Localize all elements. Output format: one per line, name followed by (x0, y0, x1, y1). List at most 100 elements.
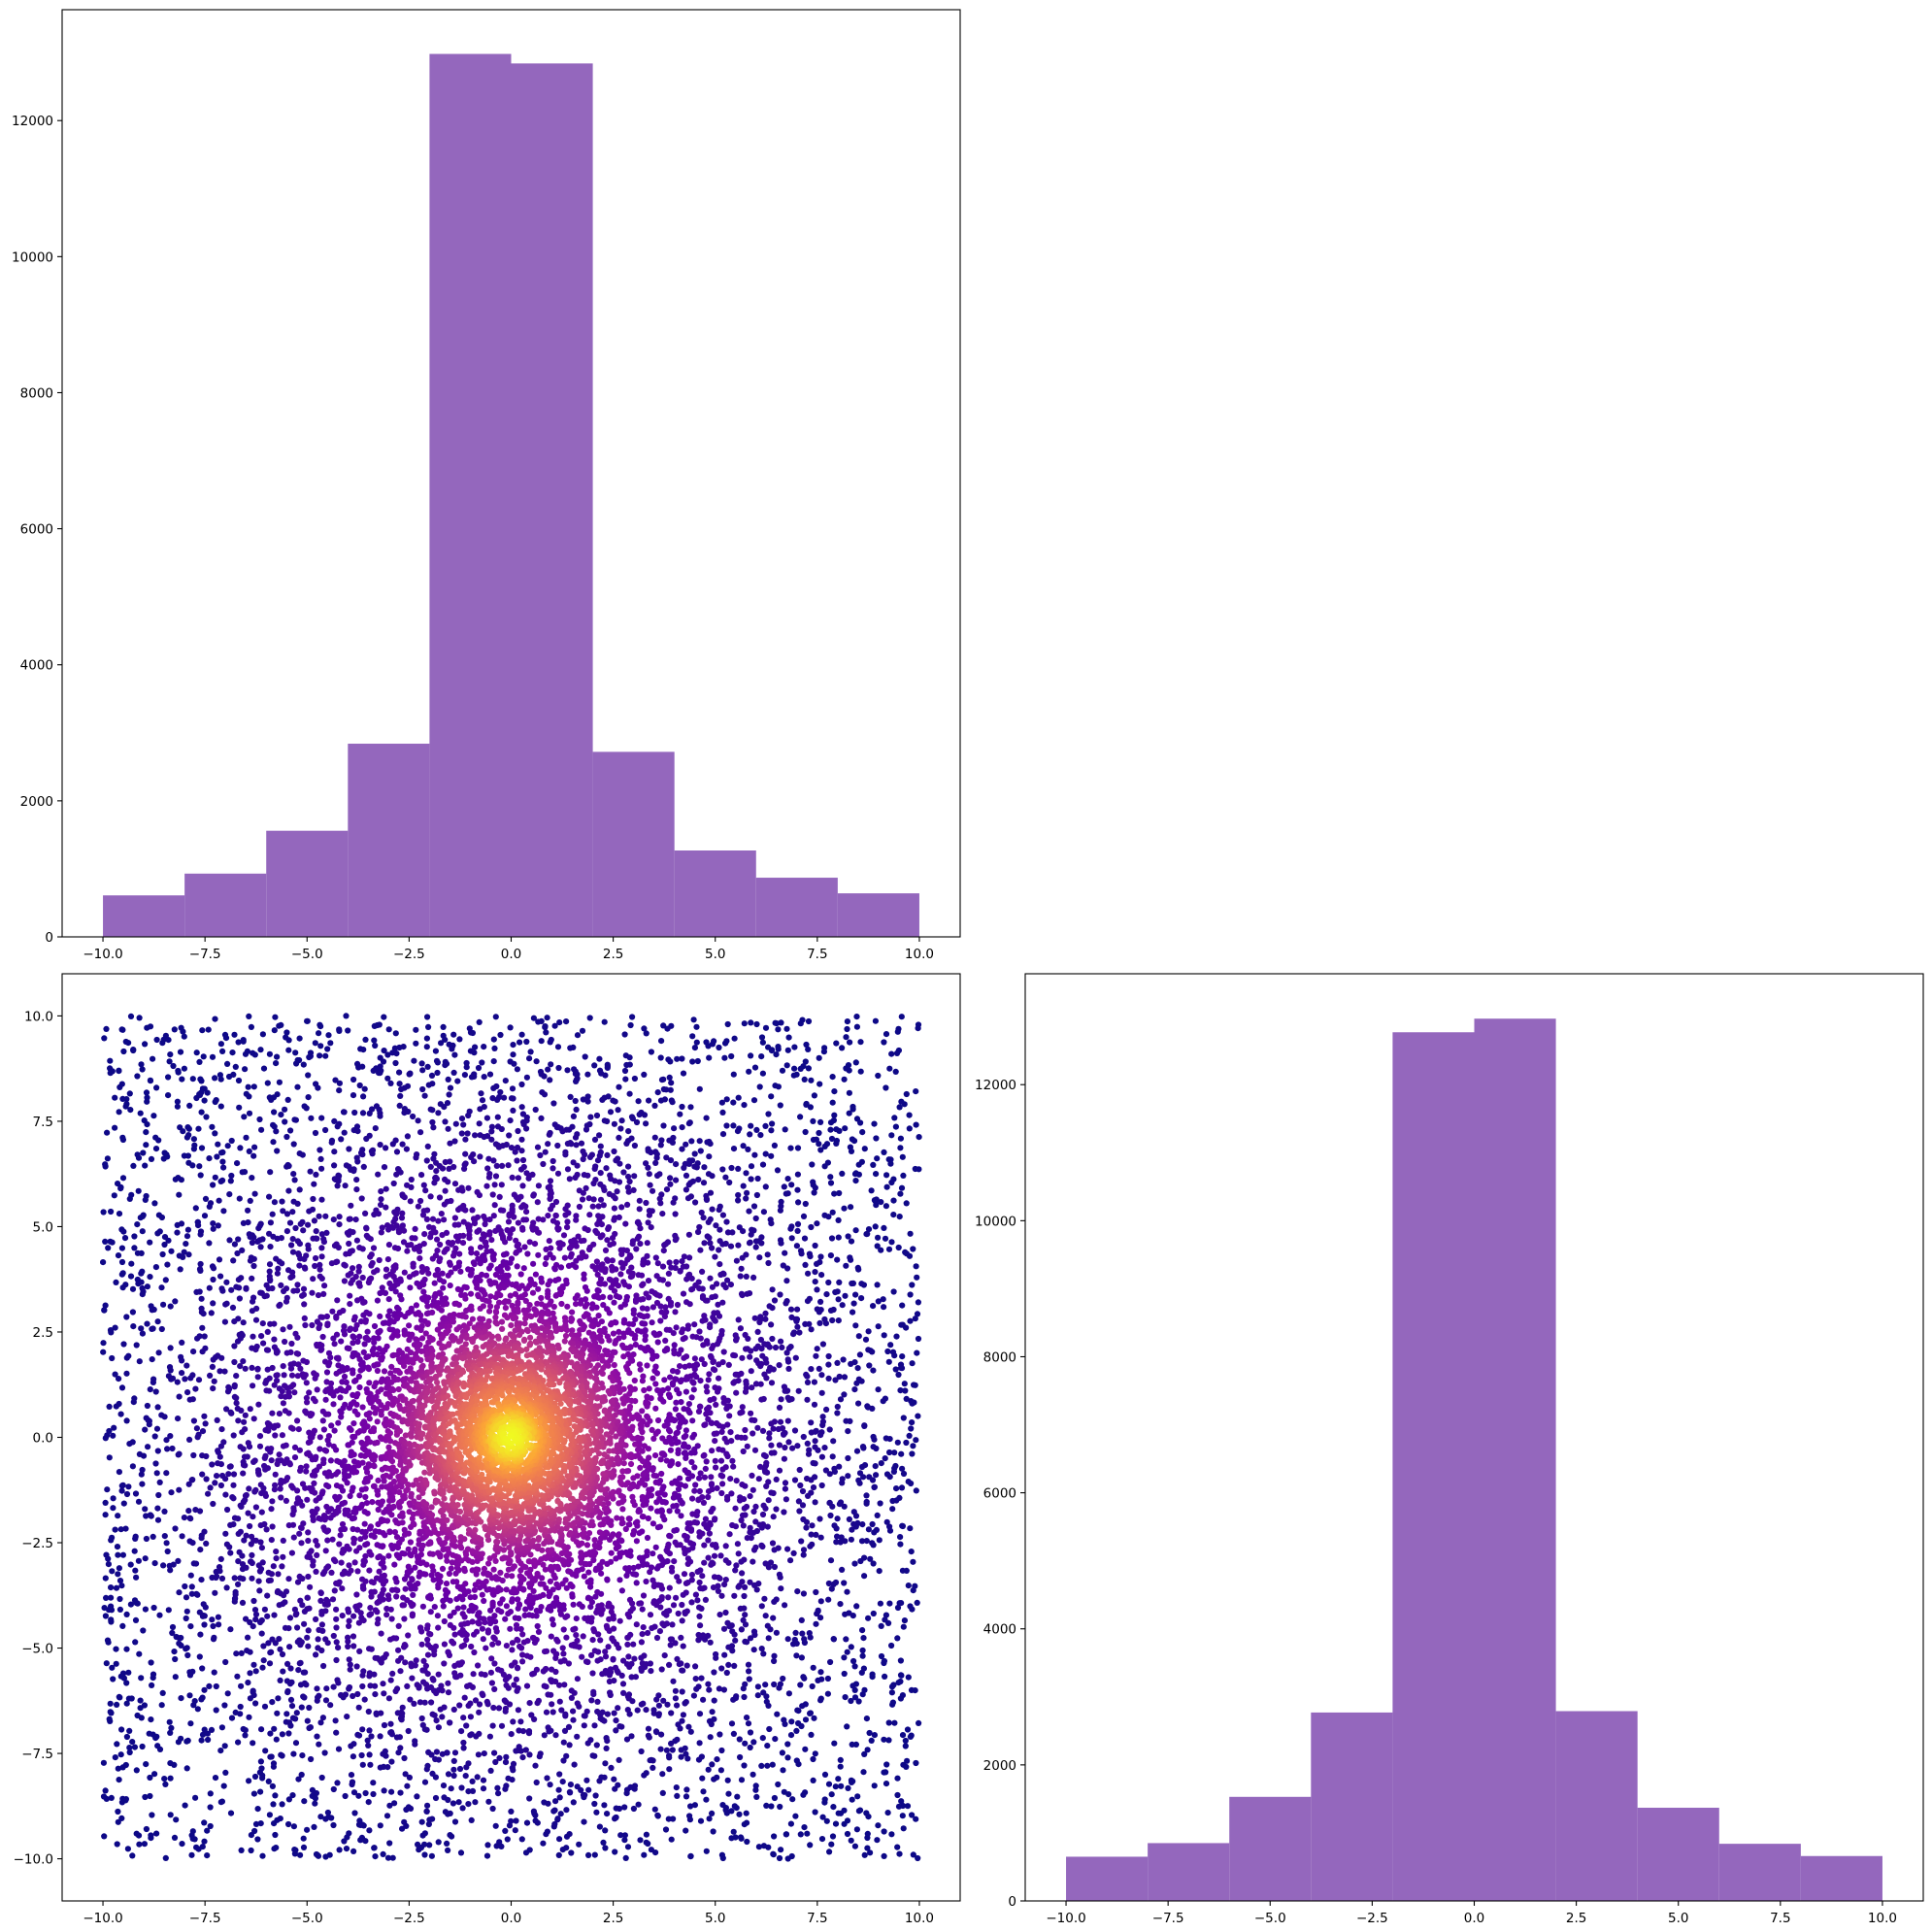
scatter-point (712, 1253, 718, 1260)
scatter-point (322, 1608, 329, 1615)
scatter-point (738, 1516, 745, 1524)
scatter-point (355, 1792, 362, 1799)
scatter-point (555, 1786, 562, 1793)
scatter-point (416, 1699, 423, 1706)
scatter-point (755, 1476, 762, 1482)
scatter-point (251, 1144, 258, 1150)
scatter-point (108, 1329, 115, 1336)
scatter-point (318, 1245, 325, 1251)
scatter-point (637, 1837, 644, 1844)
scatter-point (217, 1453, 223, 1460)
scatter-point (747, 1524, 753, 1531)
scatter-point (503, 1753, 510, 1760)
scatter-point (897, 1387, 904, 1394)
scatter-point (869, 1671, 876, 1678)
scatter-point (743, 1273, 749, 1280)
scatter-point (468, 1816, 475, 1823)
scatter-point (129, 1852, 136, 1859)
scatter-point (354, 1158, 361, 1165)
scatter-point (275, 1571, 282, 1578)
scatter-point (171, 1761, 178, 1768)
scatter-point (104, 1129, 111, 1136)
scatter-point (699, 1317, 706, 1324)
scatter-point (572, 1174, 579, 1182)
scatter-point (733, 1257, 741, 1264)
scatter-point (848, 1256, 854, 1263)
scatter-point (770, 1425, 777, 1432)
scatter-point (881, 1332, 887, 1339)
scatter-point (842, 1611, 849, 1617)
scatter-point (780, 1767, 786, 1774)
scatter-point (732, 1505, 739, 1512)
scatter-point (313, 1254, 319, 1262)
scatter-point (554, 1142, 561, 1149)
scatter-point (802, 1746, 809, 1752)
scatter-point (512, 1149, 518, 1155)
scatter-point (506, 1132, 513, 1139)
scatter-point (189, 1076, 196, 1083)
scatter-point (915, 1335, 922, 1343)
scatter-point (607, 1666, 615, 1673)
scatter-point (743, 1346, 749, 1352)
scatter-point (445, 1649, 451, 1655)
scatter-point (103, 1660, 110, 1667)
scatter-point (673, 1177, 680, 1183)
scatter-point (179, 1533, 185, 1540)
scatter-point (735, 1094, 742, 1101)
scatter-point (223, 1584, 230, 1591)
scatter-point (756, 1521, 763, 1528)
scatter-point (679, 1617, 685, 1624)
scatter-point (759, 1352, 766, 1359)
scatter-point (163, 1437, 170, 1444)
scatter-point (766, 1430, 773, 1437)
scatter-point (612, 1195, 618, 1202)
scatter-point (762, 1122, 769, 1129)
scatter-point (763, 1802, 770, 1809)
scatter-point (678, 1747, 684, 1753)
scatter-point (800, 1551, 807, 1558)
scatter-point (900, 1172, 907, 1179)
scatter-point (260, 1340, 267, 1347)
scatter-point (855, 1698, 862, 1705)
y-tick-label: 0 (45, 930, 53, 946)
scatter-point (375, 1211, 382, 1217)
scatter-point (881, 1736, 887, 1743)
scatter-point (665, 1270, 673, 1277)
scatter-point (716, 1731, 723, 1738)
scatter-point (148, 1716, 154, 1723)
scatter-point (792, 1354, 799, 1361)
scatter-point (367, 1605, 374, 1612)
scatter-point (313, 1228, 319, 1235)
scatter-point (709, 1294, 716, 1301)
scatter-point (701, 1360, 708, 1368)
scatter-point (658, 1731, 665, 1738)
scatter-point (794, 1227, 801, 1234)
scatter-point (678, 1634, 684, 1641)
scatter-point (301, 1694, 308, 1701)
scatter-point (108, 1710, 115, 1716)
scatter-point (206, 1203, 213, 1210)
scatter-point (851, 1663, 858, 1670)
scatter-point (609, 1235, 616, 1242)
scatter-point (910, 1558, 916, 1565)
scatter-point (579, 1027, 586, 1034)
scatter-point (356, 1602, 363, 1609)
scatter-point (450, 1800, 456, 1807)
scatter-point (663, 1186, 671, 1193)
scatter-point (863, 1498, 870, 1506)
scatter-point (183, 1241, 189, 1248)
scatter-point (419, 1067, 426, 1074)
scatter-point (367, 1236, 374, 1243)
scatter-point (388, 1758, 395, 1765)
scatter-point (322, 1126, 329, 1134)
scatter-point (899, 1813, 906, 1819)
scatter-point (126, 1727, 133, 1734)
scatter-point (269, 1699, 276, 1706)
scatter-point (259, 1852, 266, 1859)
scatter-point (759, 1070, 767, 1077)
scatter-point (845, 1784, 851, 1791)
scatter-point (138, 1471, 145, 1478)
scatter-point (127, 1013, 135, 1019)
scatter-point (490, 1058, 497, 1065)
scatter-point (776, 1362, 783, 1369)
